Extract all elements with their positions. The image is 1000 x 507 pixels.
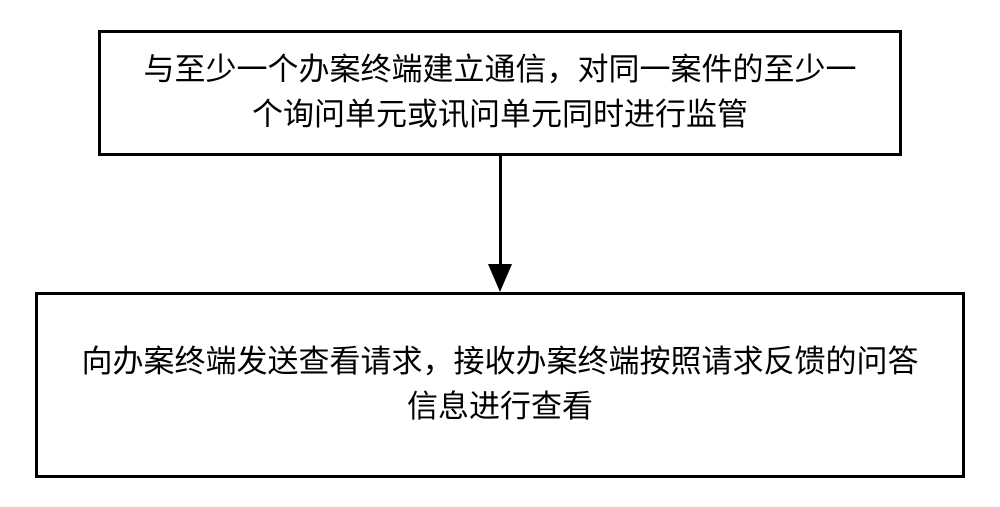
flow-node-text: 向办案终端发送查看请求，接收办案终端按照请求反馈的问答信息进行查看: [68, 340, 932, 430]
flow-node-establish-communication: 与至少一个办案终端建立通信，对同一案件的至少一个询问单元或讯问单元同时进行监管: [98, 30, 902, 156]
arrow-down-icon: [488, 264, 512, 292]
flow-node-text: 与至少一个办案终端建立通信，对同一案件的至少一个询问单元或讯问单元同时进行监管: [131, 48, 869, 138]
flow-edge: [499, 156, 502, 264]
flowchart-canvas: 与至少一个办案终端建立通信，对同一案件的至少一个询问单元或讯问单元同时进行监管 …: [0, 0, 1000, 507]
flow-node-send-request: 向办案终端发送查看请求，接收办案终端按照请求反馈的问答信息进行查看: [35, 292, 965, 478]
